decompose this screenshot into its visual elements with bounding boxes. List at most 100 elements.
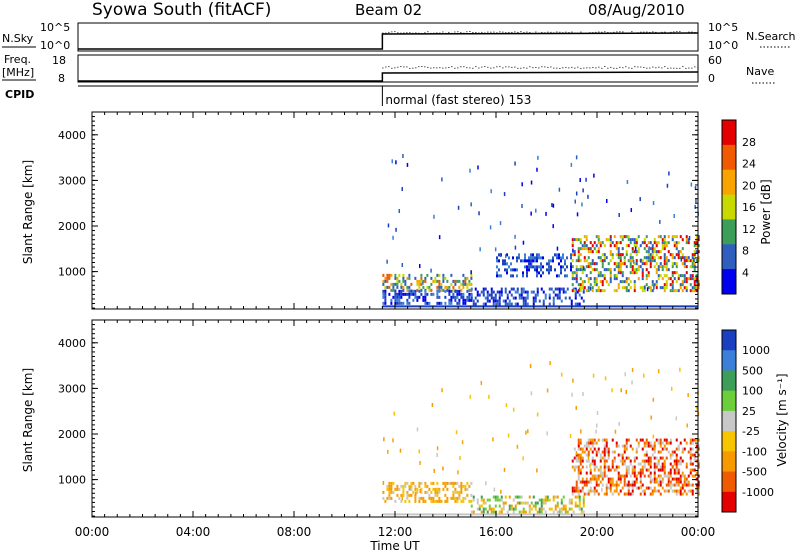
echo-cell <box>394 276 397 280</box>
echo-cell <box>404 481 407 485</box>
echo-cell <box>601 471 604 475</box>
echo-cell <box>693 474 696 478</box>
y-tick-label: 4000 <box>58 337 86 350</box>
echo-cell <box>697 459 700 463</box>
nave-dot <box>445 67 447 69</box>
echo-cell <box>502 259 504 263</box>
echo-cell <box>583 259 586 263</box>
echo-cell <box>683 483 686 487</box>
echo-cell <box>665 456 668 460</box>
echo-cell <box>683 256 686 260</box>
nave-dot <box>694 66 696 68</box>
nsearch-dot <box>520 31 522 33</box>
echo-cell <box>653 441 656 445</box>
echo-cell <box>470 287 473 291</box>
echo-cell <box>640 258 642 263</box>
echo-cell <box>593 468 596 472</box>
echo-cell <box>464 282 467 286</box>
nsearch-dot <box>502 31 504 33</box>
echo-cell <box>538 510 541 514</box>
echo-cell <box>631 256 634 260</box>
nsearch-dot <box>529 32 531 34</box>
echo-cell <box>665 259 668 263</box>
echo-cell <box>582 501 585 505</box>
echo-cell <box>611 459 614 463</box>
echo-cell <box>641 262 644 266</box>
echo-cell <box>587 492 590 496</box>
colorbar-segment <box>722 451 736 473</box>
nave-dot <box>580 67 582 69</box>
echo-cell <box>589 271 592 275</box>
echo-cell <box>653 462 656 466</box>
echo-cell <box>506 510 509 514</box>
nave-dot <box>400 66 402 68</box>
nave-dot <box>607 67 609 69</box>
echo-cell <box>552 224 554 229</box>
echo-cell <box>512 287 515 291</box>
echo-cell <box>579 462 582 466</box>
nave-dot <box>562 67 564 69</box>
echo-cell <box>390 484 393 488</box>
echo-cell <box>528 504 531 508</box>
echo-cell <box>577 283 580 287</box>
echo-cell <box>603 253 606 257</box>
echo-cell <box>629 483 632 487</box>
colorbar-segment <box>722 269 736 295</box>
echo-cell <box>593 492 596 496</box>
echo-cell <box>585 244 588 248</box>
echo-cell <box>478 293 481 297</box>
echo-cell <box>603 456 606 460</box>
echo-cell <box>450 289 453 293</box>
echo-cell <box>695 483 698 487</box>
echo-cell <box>667 268 670 272</box>
echo-cell <box>496 256 498 260</box>
echo-cell <box>390 481 393 485</box>
echo-cell <box>603 471 606 475</box>
echo-cell <box>488 507 491 511</box>
echo-cell <box>689 456 692 460</box>
echo-cell <box>651 447 654 451</box>
echo-cell <box>506 262 508 266</box>
echo-cell <box>422 298 425 302</box>
echo-cell <box>663 471 666 475</box>
echo-cell <box>574 296 577 300</box>
echo-cell <box>641 277 644 281</box>
echo-cell <box>669 283 672 287</box>
echo-cell <box>514 268 516 272</box>
echo-cell <box>615 483 618 487</box>
date-label: 08/Aug/2010 <box>588 1 685 19</box>
echo-cell <box>386 285 389 289</box>
echo-cell <box>611 483 614 487</box>
echo-cell <box>548 296 551 300</box>
echo-cell <box>637 441 640 445</box>
echo-cell <box>574 302 577 306</box>
echo-cell <box>675 459 678 463</box>
echo-cell <box>591 444 594 448</box>
echo-cell <box>573 253 576 257</box>
echo-cell <box>615 444 618 448</box>
echo-cell <box>570 265 572 269</box>
echo-cell <box>486 293 489 297</box>
echo-cell <box>625 235 628 239</box>
echo-cell <box>627 438 630 442</box>
echo-cell <box>390 301 393 305</box>
echo-cell <box>601 259 604 263</box>
echo-cell <box>472 498 475 502</box>
echo-cell <box>643 247 646 251</box>
echo-cell <box>631 250 634 254</box>
echo-cell <box>391 159 394 164</box>
echo-cell <box>601 438 604 442</box>
echo-cell <box>544 293 547 297</box>
echo-cell <box>522 290 525 294</box>
echo-cell <box>560 259 562 263</box>
echo-cell <box>633 268 636 272</box>
echo-cell <box>663 244 666 248</box>
echo-cell <box>627 277 630 281</box>
echo-cell <box>520 510 523 514</box>
echo-cell <box>581 283 584 287</box>
echo-cell <box>502 504 505 508</box>
echo-cell <box>484 501 487 505</box>
echo-cell <box>577 486 580 490</box>
echo-cell <box>568 507 571 511</box>
echo-cell <box>436 285 439 289</box>
